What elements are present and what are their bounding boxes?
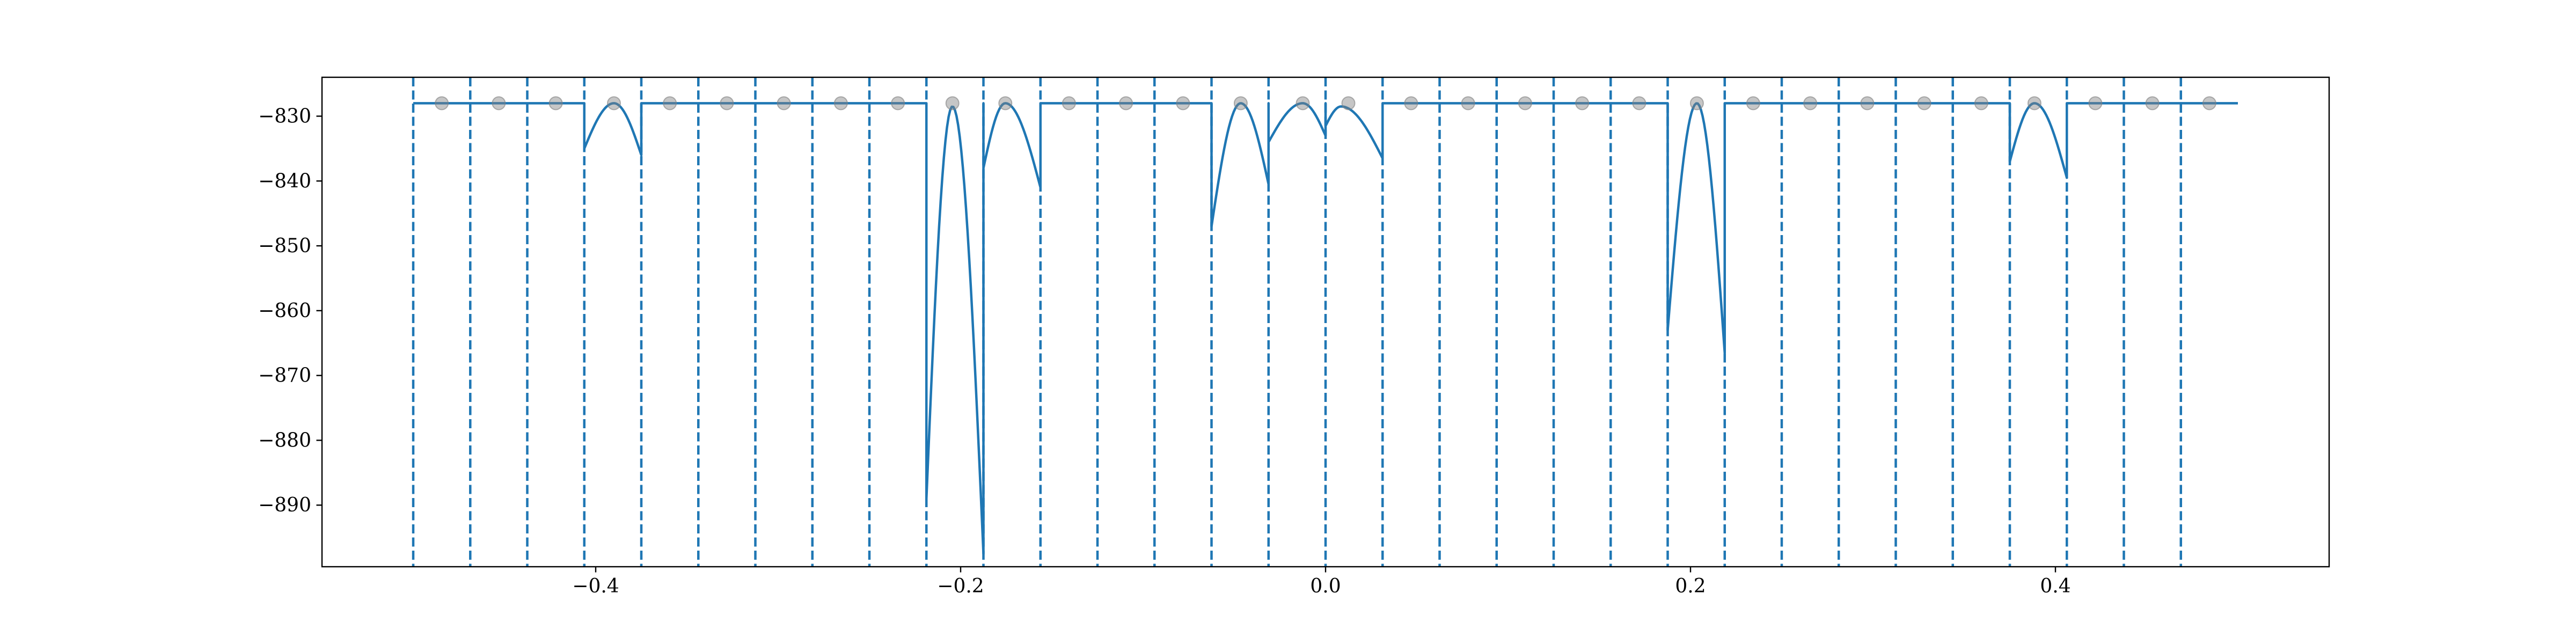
data-point-23 — [1746, 96, 1760, 111]
data-point-16 — [1341, 96, 1356, 111]
x-tick-label: 0.0 — [1310, 575, 1341, 597]
data-point-4 — [663, 96, 677, 111]
y-tick-label: −890 — [258, 494, 311, 516]
data-point-1 — [492, 96, 506, 111]
data-point-22 — [1689, 96, 1704, 111]
data-point-27 — [1974, 96, 1988, 111]
y-tick-label: −880 — [258, 429, 311, 451]
data-point-0 — [435, 96, 449, 111]
plot-area — [412, 77, 2238, 567]
y-tick-label: −840 — [258, 170, 311, 192]
data-point-8 — [891, 96, 905, 111]
data-point-29 — [2088, 96, 2103, 111]
x-tick-label: −0.2 — [937, 575, 984, 597]
data-point-14 — [1233, 96, 1248, 111]
x-tick-label: −0.4 — [572, 575, 619, 597]
axes: −0.4 −0.2 0.0 0.2 0.4 −890 −880 −870 −860 −850 −84… — [258, 76, 2330, 597]
data-point-6 — [777, 96, 791, 111]
data-point-9 — [945, 96, 960, 111]
data-point-5 — [720, 96, 734, 111]
data-point-26 — [1917, 96, 1931, 111]
y-tick-label: −830 — [258, 105, 311, 127]
data-point-18 — [1461, 96, 1475, 111]
data-point-31 — [2202, 96, 2216, 111]
data-point-21 — [1632, 96, 1646, 111]
data-point-19 — [1518, 96, 1532, 111]
x-tick-label: 0.4 — [2040, 575, 2070, 597]
data-point-25 — [1860, 96, 1875, 111]
data-point-24 — [1803, 96, 1818, 111]
data-point-17 — [1404, 96, 1418, 111]
data-point-2 — [548, 96, 563, 111]
data-point-11 — [1062, 96, 1076, 111]
data-point-3 — [607, 96, 621, 111]
data-point-10 — [998, 96, 1013, 111]
data-line — [413, 102, 2238, 555]
y-tick-label: −850 — [258, 235, 311, 257]
data-point-15 — [1296, 96, 1310, 111]
data-point-30 — [2145, 96, 2160, 111]
data-point-28 — [2027, 96, 2041, 111]
x-tick-label: 0.2 — [1675, 575, 1706, 597]
data-point-20 — [1575, 96, 1590, 111]
data-point-12 — [1119, 96, 1133, 111]
y-tick-label: −870 — [258, 365, 311, 387]
data-point-13 — [1176, 96, 1190, 111]
y-tick-label: −860 — [258, 300, 311, 322]
data-point-7 — [833, 96, 848, 111]
